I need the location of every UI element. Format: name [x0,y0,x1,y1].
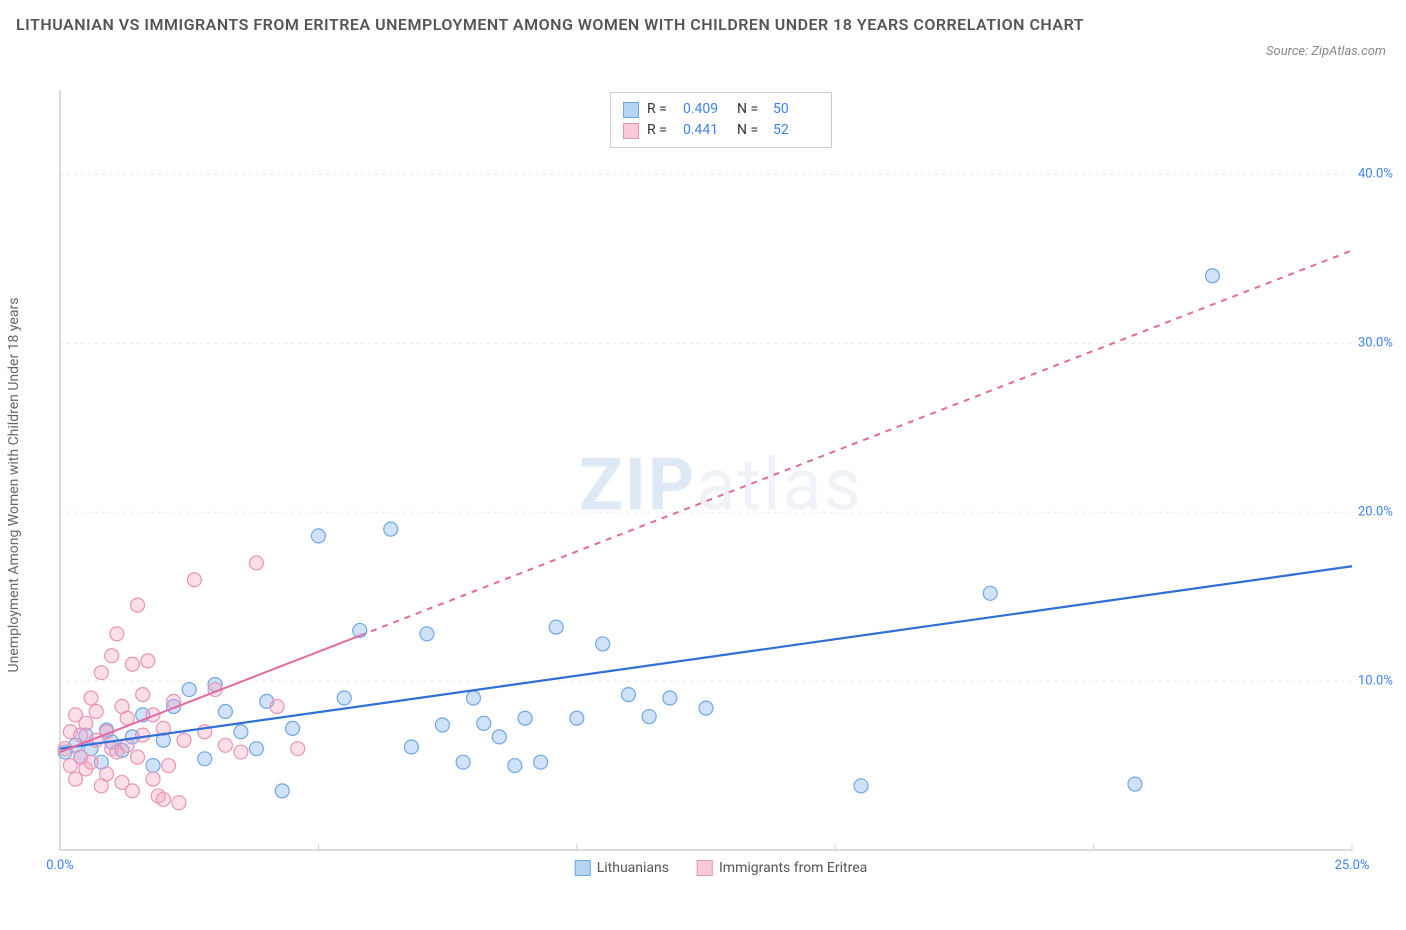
y-tick-label: 40.0% [1358,167,1393,182]
y-tick-label: 20.0% [1358,505,1393,520]
stats-row: R = 0.441 N = 52 [623,120,819,141]
chart-area: Unemployment Among Women with Children U… [52,90,1390,880]
y-tick-label: 30.0% [1358,336,1393,351]
series-swatch [623,102,639,118]
correlation-stats-box: R = 0.409 N = 50 R = 0.441 N = 52 [610,92,832,148]
n-label: N = [737,99,765,120]
series-swatch [623,123,639,139]
scatter-plot-svg [52,90,1390,880]
legend-item: Immigrants from Eritrea [697,860,867,876]
chart-title: LITHUANIAN VS IMMIGRANTS FROM ERITREA UN… [16,12,1084,38]
y-axis-label: Unemployment Among Women with Children U… [6,298,22,673]
legend-label: Lithuanians [597,860,669,876]
r-value: 0.441 [683,120,729,141]
legend-bottom: Lithuanians Immigrants from Eritrea [575,860,868,876]
y-tick-label: 10.0% [1358,674,1393,689]
n-label: N = [737,120,765,141]
legend-label: Immigrants from Eritrea [719,860,867,876]
x-tick-label: 0.0% [46,858,74,873]
r-value: 0.409 [683,99,729,120]
legend-swatch [575,860,591,876]
legend-item: Lithuanians [575,860,669,876]
x-tick-label: 25.0% [1335,858,1370,873]
stats-row: R = 0.409 N = 50 [623,99,819,120]
n-value: 52 [773,120,819,141]
n-value: 50 [773,99,819,120]
source-attribution: Source: ZipAtlas.com [1266,44,1386,59]
legend-swatch [697,860,713,876]
r-label: R = [647,99,675,120]
r-label: R = [647,120,675,141]
